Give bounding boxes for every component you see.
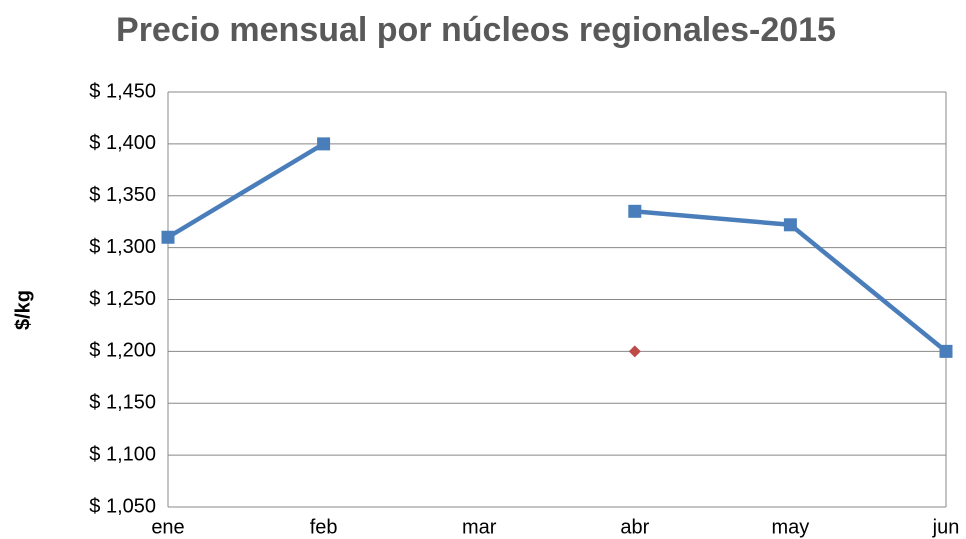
y-tick-label: $ 1,050 [89, 495, 156, 517]
y-tick-label: $ 1,150 [89, 392, 156, 414]
y-axis-label: $/kg [12, 290, 34, 330]
y-tick-label: $ 1,200 [89, 340, 156, 362]
marker [628, 345, 641, 358]
y-tick-label: $ 1,100 [89, 443, 156, 465]
marker [939, 344, 953, 358]
x-tick-label: abr [620, 516, 649, 538]
marker [628, 204, 642, 218]
y-tick-label: $ 1,300 [89, 236, 156, 258]
x-tick-label: feb [310, 516, 338, 538]
x-tick-label: may [772, 516, 810, 538]
x-tick-label: jun [932, 516, 960, 538]
y-tick-label: $ 1,350 [89, 184, 156, 206]
y-tick-label: $ 1,400 [89, 132, 156, 154]
chart-title: Precio mensual por núcleos regionales-20… [116, 11, 836, 49]
x-tick-label: ene [151, 516, 184, 538]
marker [317, 137, 331, 151]
y-tick-label: $ 1,250 [89, 288, 156, 310]
marker [161, 230, 175, 244]
x-tick-label: mar [462, 516, 497, 538]
marker [783, 218, 797, 232]
y-tick-label: $ 1,450 [89, 80, 156, 102]
